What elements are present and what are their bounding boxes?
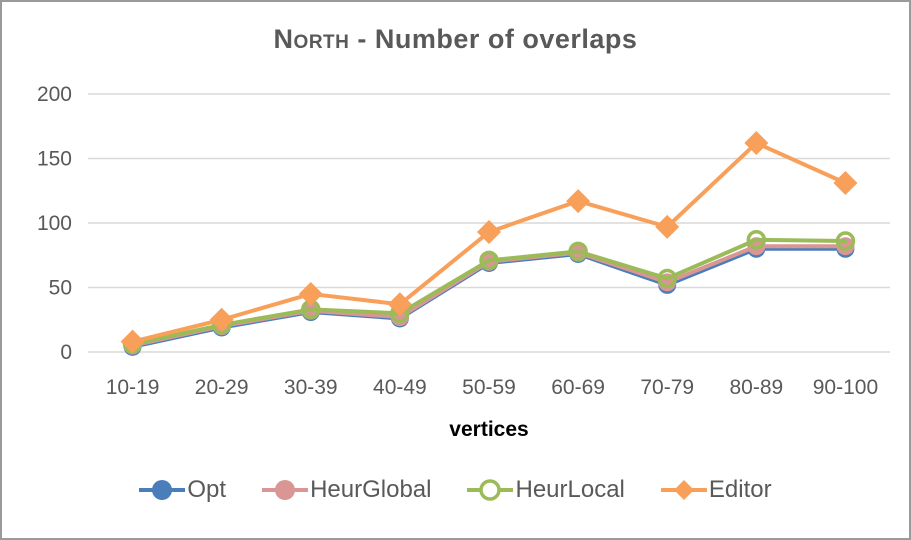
x-tick-label: 20-29 bbox=[195, 376, 249, 399]
x-tick-label: 90-100 bbox=[813, 376, 878, 399]
y-tick-label: 150 bbox=[37, 148, 72, 171]
legend-item-editor: Editor bbox=[660, 476, 772, 504]
chart-title: North - Number of overlaps bbox=[2, 24, 909, 55]
x-tick-label: 50-59 bbox=[462, 376, 516, 399]
legend-marker-circle-icon bbox=[262, 480, 309, 500]
legend-marker-ring-icon bbox=[467, 479, 514, 501]
legend: Opt HeurGlobal HeurLocal Editor bbox=[2, 476, 909, 504]
series-line-HeurLocal bbox=[130, 237, 848, 347]
legend-marker-circle-icon bbox=[139, 480, 186, 500]
legend-item-heurglobal: HeurGlobal bbox=[262, 476, 431, 504]
x-tick-label: 40-49 bbox=[373, 376, 427, 399]
x-tick-label: 60-69 bbox=[551, 376, 605, 399]
legend-label: HeurGlobal bbox=[310, 476, 432, 503]
legend-marker-diamond-icon bbox=[660, 480, 707, 500]
legend-label: Opt bbox=[187, 476, 227, 503]
y-tick-label: 200 bbox=[37, 83, 72, 106]
x-axis-title: vertices bbox=[449, 418, 529, 441]
x-tick-label: 10-19 bbox=[106, 376, 160, 399]
x-tick-label: 80-89 bbox=[729, 376, 783, 399]
legend-item-opt: Opt bbox=[139, 476, 226, 504]
y-tick-label: 0 bbox=[60, 341, 72, 364]
y-tick-label: 50 bbox=[49, 277, 72, 300]
legend-label: Editor bbox=[708, 476, 772, 503]
y-tick-label: 100 bbox=[37, 212, 72, 235]
legend-label: HeurLocal bbox=[515, 476, 625, 503]
chart-title-rest: - Number of overlaps bbox=[349, 24, 638, 54]
chart-title-lead: North bbox=[273, 24, 350, 54]
legend-item-heurlocal: HeurLocal bbox=[467, 476, 625, 504]
series-markers-Editor bbox=[120, 131, 858, 354]
x-tick-label: 30-39 bbox=[284, 376, 338, 399]
x-tick-label: 70-79 bbox=[640, 376, 694, 399]
